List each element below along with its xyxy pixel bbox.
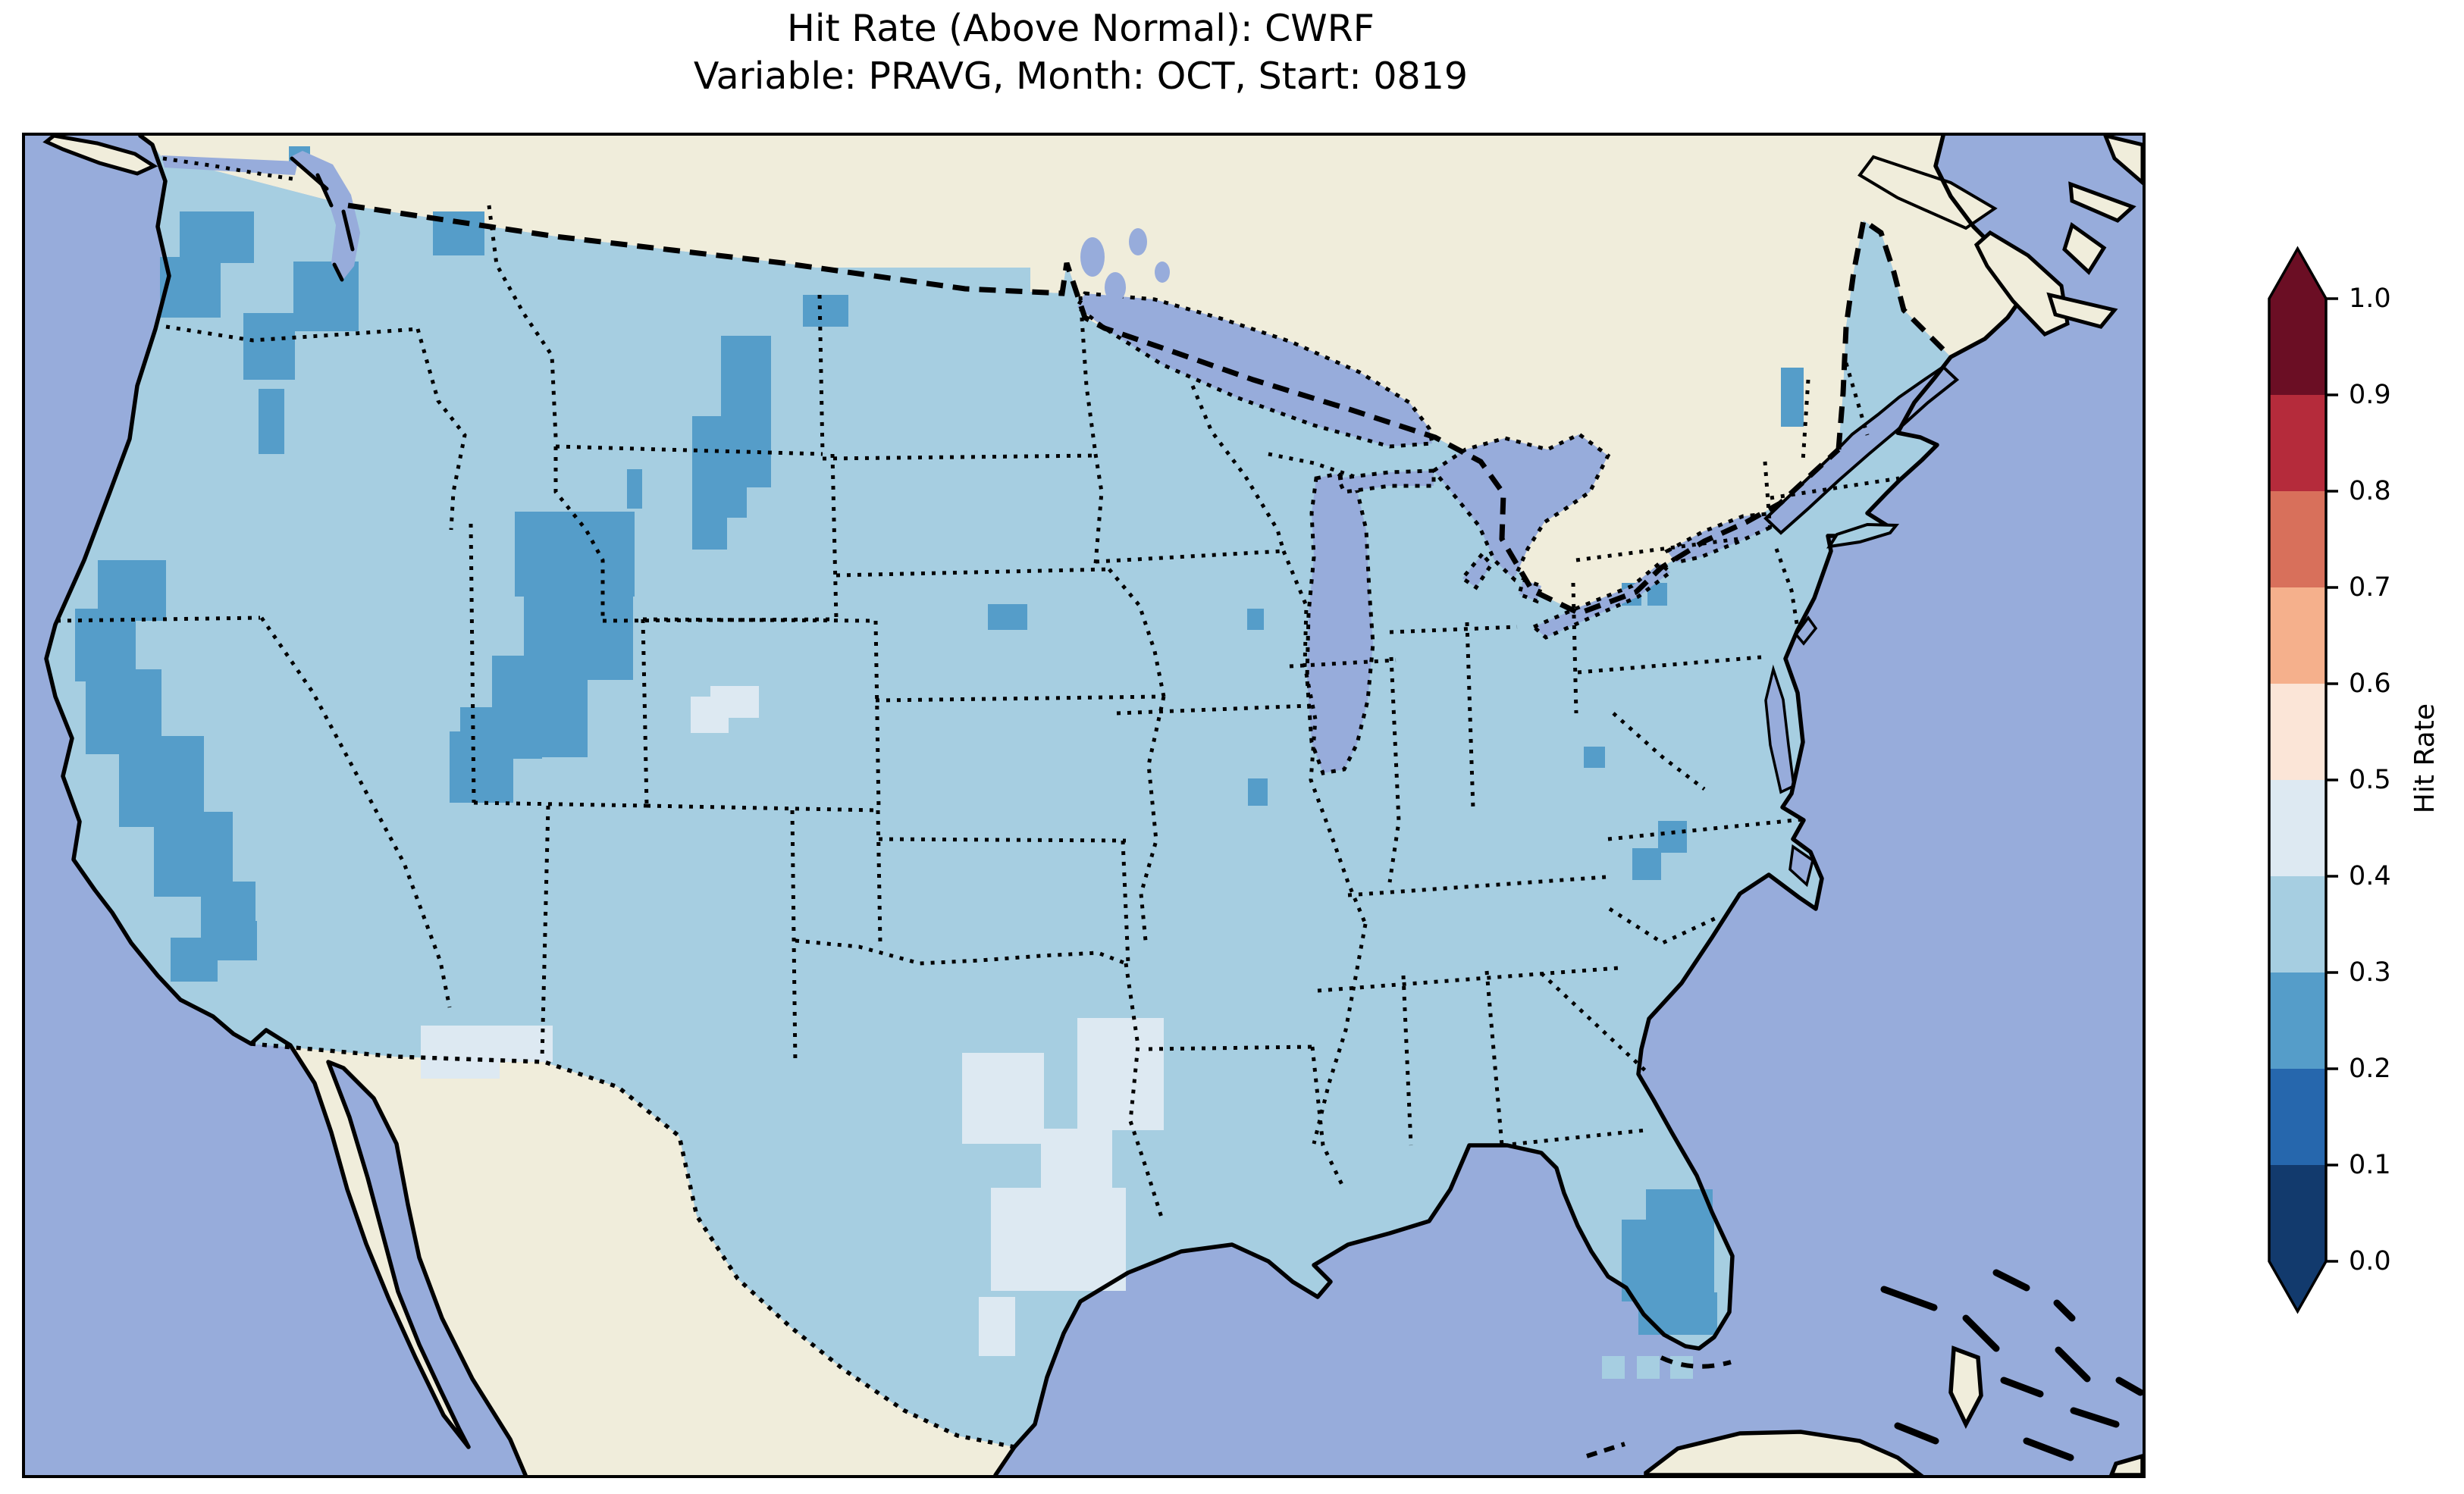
newfoundland-corner (2103, 136, 2143, 186)
pacific-coastline (44, 136, 528, 1475)
colorbar-segment-0.5-0.6 (2269, 684, 2326, 780)
vancouver-island (42, 136, 158, 176)
great-lakes (1074, 291, 1776, 775)
lake-superior (1074, 291, 1435, 449)
lake-erie (1530, 560, 1673, 640)
data-cell-0.2-0.3 (1248, 778, 1268, 806)
islands (42, 136, 2143, 1475)
colorbar-tick-label: 0.8 (2349, 476, 2391, 506)
lake-huron (1431, 432, 1611, 583)
map-axes (22, 133, 2146, 1478)
data-cell-0.2-0.3 (627, 469, 642, 509)
data-cell-0.2-0.3 (803, 295, 848, 327)
maine-canada-border (1835, 216, 1951, 450)
data-cell-0.3-0.4_outliers (1637, 1356, 1660, 1379)
mexico-landmass (251, 1030, 1014, 1475)
data-cell-0.2-0.3 (1622, 1220, 1714, 1301)
colorbar-tick-label: 0.1 (2349, 1150, 2391, 1180)
colorbar-tick-label: 0.3 (2349, 957, 2391, 988)
data-cell-0.2-0.3 (160, 257, 221, 318)
title-line-2: Variable: PRAVG, Month: OCT, Start: 0819 (693, 55, 1469, 98)
colorbar-tick-label: 0.4 (2349, 861, 2391, 891)
lake-st-clair (1517, 577, 1544, 604)
colorbar-tick-label: 0.7 (2349, 572, 2391, 603)
lake-michigan (1305, 471, 1375, 775)
data-cell-0.2-0.3 (1584, 747, 1605, 768)
data-cell-0.2-0.3 (450, 731, 513, 803)
anticosti-island (2068, 181, 2136, 223)
colorbar-arrow-bottom (2269, 1261, 2326, 1311)
colorbar-tick-label: 1.0 (2349, 283, 2391, 314)
cuba-west-keys (1586, 1442, 1625, 1458)
pamlico-sound (1788, 844, 1814, 888)
colorbar-segment-0.7-0.8 (2269, 491, 2326, 587)
data-cell-0.2-0.3 (180, 211, 254, 263)
data-cell-0.2-0.3 (259, 389, 284, 454)
data-cell-0.4-0.5 (991, 1188, 1126, 1291)
gulf-atlantic-coastline (993, 136, 2029, 1475)
coastlines (44, 136, 2029, 1475)
data-cell-0.2-0.3 (1781, 368, 1804, 427)
data-cell-0.2-0.3 (1658, 821, 1687, 853)
colorbar-tick-label: 0.5 (2349, 765, 2391, 795)
delaware-bay (1794, 615, 1818, 646)
prince-edward-island (2046, 292, 2118, 329)
data-cell-0.2-0.3 (988, 604, 1027, 630)
colorbar-segment-0.1-0.2 (2269, 1069, 2326, 1165)
lake-ontario (1664, 512, 1776, 565)
colorbar-segment-0.6-0.7 (2269, 587, 2326, 684)
figure-title: Hit Rate (Above Normal): CWRF Variable: … (22, 5, 2140, 100)
cells-bin-03-04 (741, 268, 1693, 1379)
colorbar-segment-0.4-0.5 (2269, 780, 2326, 876)
colorbar-tick-label: 0.2 (2349, 1054, 2391, 1084)
data-cell-0.3-0.4_outliers (1602, 1356, 1625, 1379)
andros-island (1948, 1345, 1983, 1430)
bahamas-chain (1880, 1269, 2143, 1461)
colorbar-segment-0.3-0.4 (2269, 876, 2326, 973)
colorbar-tick-label: 0.0 (2349, 1246, 2391, 1276)
colorbar: 1.0 0.9 0.8 0.7 0.6 0.5 0.4 0.3 0.2 0.1 0.0 (2244, 212, 2464, 1349)
long-island (1826, 522, 1900, 549)
florida-keys (1660, 1355, 1732, 1369)
colorbar-tick-label: 0.6 (2349, 669, 2391, 699)
data-cell-0.2-0.3 (692, 416, 747, 518)
data-cell-0.2-0.3 (218, 921, 257, 960)
data-cell-0.2-0.3 (1632, 848, 1661, 880)
data-cell-0.4-0.5 (962, 1053, 1044, 1144)
colorbar-segment-0.2-0.3 (2269, 973, 2326, 1069)
state-borders (56, 156, 1900, 1220)
data-cell-0.4-0.5 (979, 1297, 1015, 1356)
map-svg (25, 136, 2143, 1475)
data-cell-0.2-0.3 (515, 512, 635, 597)
colorbar-segment-0.0-0.1 (2269, 1165, 2326, 1261)
data-cell-0.2-0.3 (692, 515, 727, 550)
cells-bin-02-03 (75, 146, 1804, 1335)
data-cell-0.4-0.5 (1077, 1018, 1164, 1130)
data-cell-0.4-0.5 (710, 686, 759, 718)
colorbar-arrow-top (2269, 249, 2326, 299)
colorbar-axis-label: Hit Rate (2409, 703, 2440, 814)
data-cell-0.4-0.5 (1041, 1129, 1112, 1195)
puget-sound (161, 151, 360, 282)
title-line-1: Hit Rate (Above Normal): CWRF (786, 7, 1375, 50)
lake-of-the-woods (1080, 228, 1170, 302)
cape-breton (2062, 221, 2107, 275)
colorbar-svg: 1.0 0.9 0.8 0.7 0.6 0.5 0.4 0.3 0.2 0.1 0.0 (2268, 246, 2391, 1314)
colorbar-segment-0.8-0.9 (2269, 395, 2326, 491)
saginaw-bay (1459, 551, 1494, 590)
cuba (1644, 1430, 1924, 1475)
data-cell-0.2-0.3 (171, 938, 218, 982)
data-cell-0.2-0.3 (1638, 1292, 1717, 1335)
hispaniola-corner (2109, 1454, 2143, 1475)
colorbar-segment-0.9-1.0 (2269, 299, 2326, 395)
nova-scotia (1973, 230, 2070, 337)
colorbar-tick-label: 0.9 (2349, 380, 2391, 410)
us-canada-border (347, 202, 1841, 616)
cells-bin-04-05 (421, 686, 1164, 1356)
straits-of-mackinac (1335, 468, 1436, 494)
us-mexico-border (250, 1041, 1015, 1449)
data-cell-0.2-0.3 (1247, 609, 1264, 630)
data-cell-0.2-0.3 (243, 313, 295, 380)
